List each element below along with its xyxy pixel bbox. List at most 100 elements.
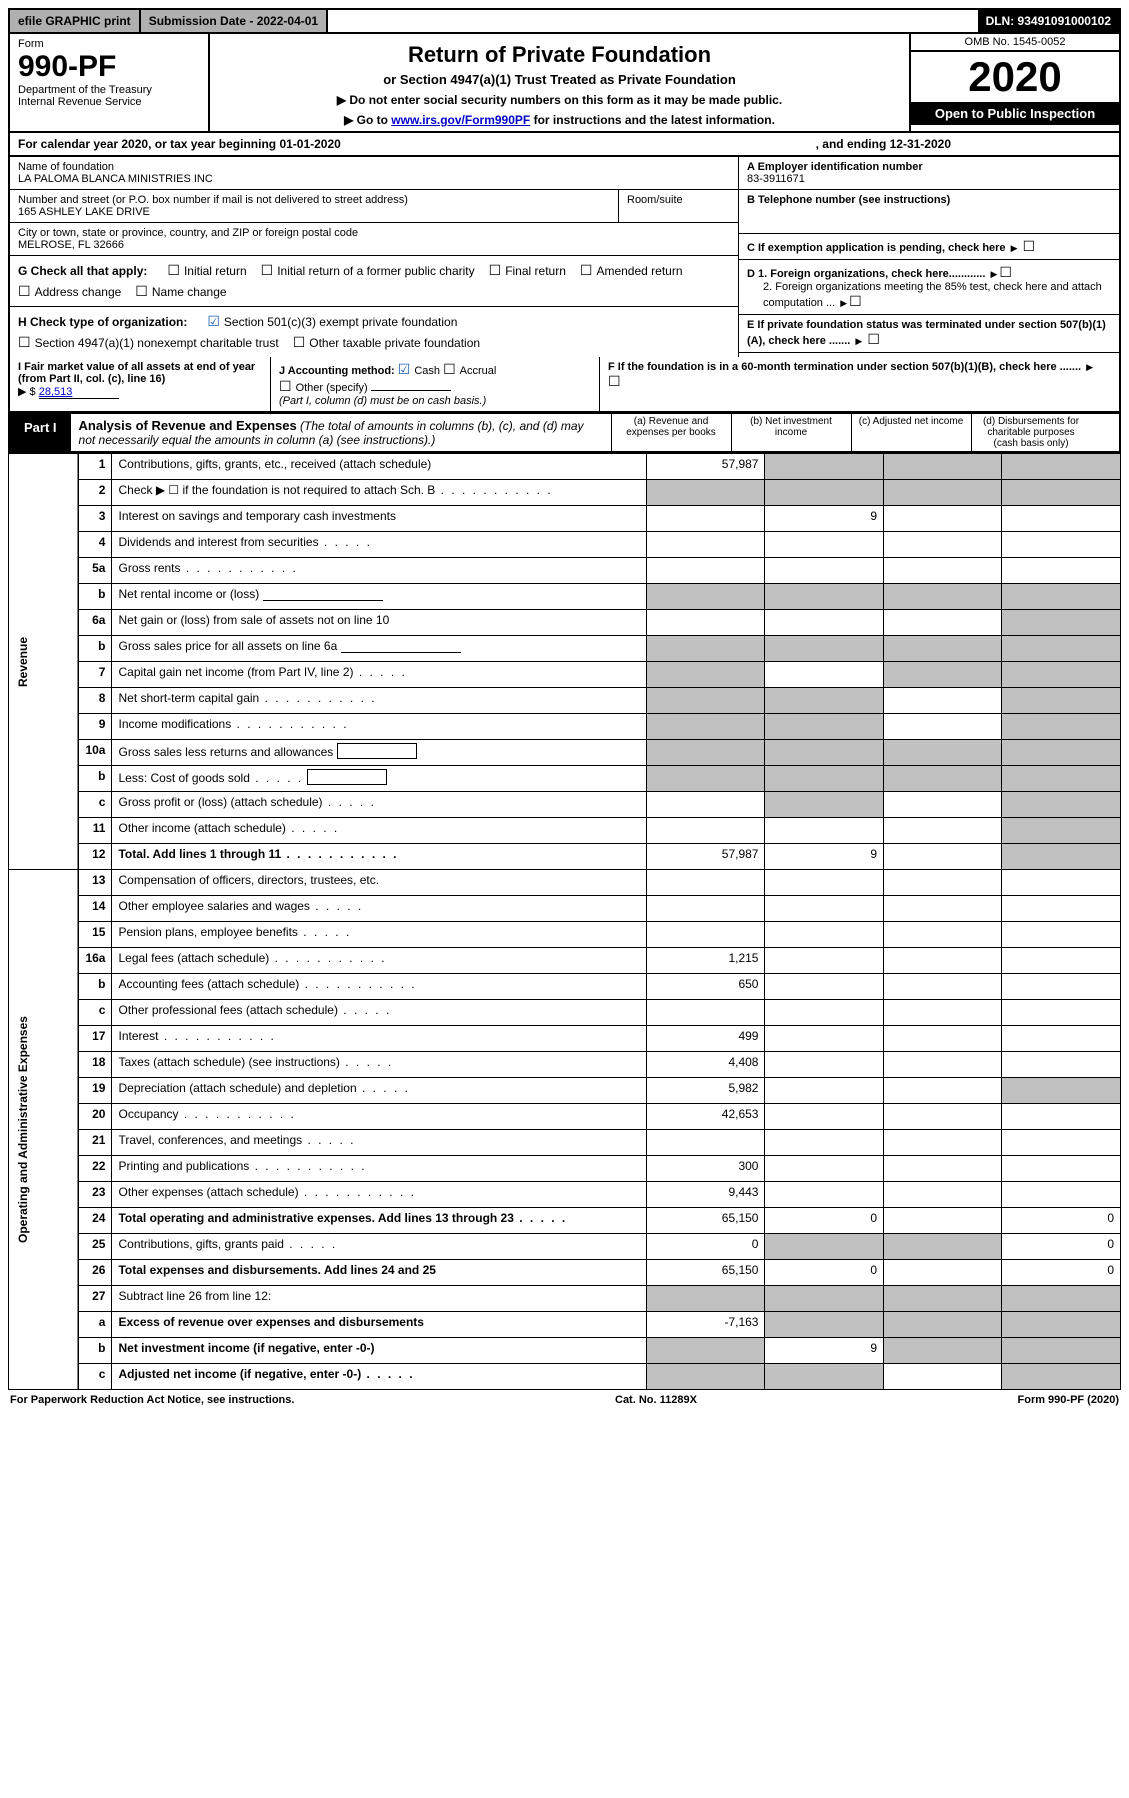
i-fmv-link[interactable]: 28,513 bbox=[39, 386, 119, 399]
col-a bbox=[646, 766, 765, 792]
year-begin: For calendar year 2020, or tax year begi… bbox=[18, 137, 341, 151]
line-description: Gross profit or (loss) (attach schedule) bbox=[112, 792, 646, 818]
arrow-icon bbox=[988, 268, 999, 280]
c-checkbox[interactable] bbox=[1023, 242, 1040, 254]
arrow-icon bbox=[1009, 242, 1020, 254]
col-c bbox=[884, 792, 1002, 818]
col-d bbox=[1002, 792, 1121, 818]
footer-right: Form 990-PF (2020) bbox=[1018, 1394, 1119, 1406]
col-b bbox=[765, 558, 884, 584]
g-address-change[interactable]: Address change bbox=[18, 283, 121, 300]
col-b: 9 bbox=[765, 1338, 884, 1364]
line-description: Accounting fees (attach schedule) bbox=[112, 974, 646, 1000]
j-other[interactable]: Other (specify) bbox=[279, 382, 368, 394]
col-a bbox=[646, 480, 765, 506]
col-b bbox=[765, 1182, 884, 1208]
table-row: bGross sales price for all assets on lin… bbox=[9, 636, 1121, 662]
footer-left: For Paperwork Reduction Act Notice, see … bbox=[10, 1394, 294, 1406]
line-number: 3 bbox=[78, 506, 112, 532]
line-number: 13 bbox=[78, 870, 112, 896]
col-d: 0 bbox=[1002, 1208, 1121, 1234]
table-row: 21Travel, conferences, and meetings bbox=[9, 1130, 1121, 1156]
col-b bbox=[765, 870, 884, 896]
col-a bbox=[646, 870, 765, 896]
g-initial-former[interactable]: Initial return of a former public charit… bbox=[261, 262, 475, 279]
d2-label: 2. Foreign organizations meeting the 85%… bbox=[763, 281, 1102, 309]
col-d bbox=[1002, 532, 1121, 558]
line-description: Total. Add lines 1 through 11 bbox=[112, 844, 646, 870]
table-row: bNet rental income or (loss) bbox=[9, 584, 1121, 610]
col-c bbox=[884, 1364, 1002, 1390]
line-number: 23 bbox=[78, 1182, 112, 1208]
expenses-sidelabel: Operating and Administrative Expenses bbox=[9, 870, 79, 1390]
g-initial-return[interactable]: Initial return bbox=[167, 262, 246, 279]
g-final-return[interactable]: Final return bbox=[489, 262, 566, 279]
d2-checkbox[interactable] bbox=[849, 297, 866, 309]
table-row: bLess: Cost of goods sold bbox=[9, 766, 1121, 792]
irs-link[interactable]: www.irs.gov/Form990PF bbox=[391, 113, 530, 127]
line-number: c bbox=[78, 792, 112, 818]
col-c bbox=[884, 1078, 1002, 1104]
col-c bbox=[884, 636, 1002, 662]
efile-print-button[interactable]: efile GRAPHIC print bbox=[10, 10, 141, 32]
h-other-taxable[interactable]: Other taxable private foundation bbox=[293, 334, 480, 351]
col-a: 1,215 bbox=[646, 948, 765, 974]
note-goto-suffix: for instructions and the latest informat… bbox=[530, 113, 775, 127]
col-a bbox=[646, 1286, 765, 1312]
col-b bbox=[765, 818, 884, 844]
phone-label: B Telephone number (see instructions) bbox=[747, 194, 1111, 206]
d1-label: D 1. Foreign organizations, check here..… bbox=[747, 268, 985, 280]
line-description: Travel, conferences, and meetings bbox=[112, 1130, 646, 1156]
col-d: 0 bbox=[1002, 1234, 1121, 1260]
col-a bbox=[646, 714, 765, 740]
col-d bbox=[1002, 1078, 1121, 1104]
col-b bbox=[765, 1026, 884, 1052]
table-row: 23Other expenses (attach schedule)9,443 bbox=[9, 1182, 1121, 1208]
line-description: Printing and publications bbox=[112, 1156, 646, 1182]
table-row: 14Other employee salaries and wages bbox=[9, 896, 1121, 922]
j-cash[interactable]: Cash bbox=[398, 365, 440, 377]
g-lead: G Check all that apply: bbox=[18, 264, 147, 278]
form-header: Form 990-PF Department of the Treasury I… bbox=[8, 34, 1121, 133]
h-501c3[interactable]: Section 501(c)(3) exempt private foundat… bbox=[207, 313, 457, 330]
col-c bbox=[884, 610, 1002, 636]
line-description: Compensation of officers, directors, tru… bbox=[112, 870, 646, 896]
part1-header: Part I Analysis of Revenue and Expenses … bbox=[8, 413, 1121, 453]
col-c bbox=[884, 714, 1002, 740]
col-d bbox=[1002, 740, 1121, 766]
col-d bbox=[1002, 974, 1121, 1000]
year-end: , and ending 12-31-2020 bbox=[816, 137, 951, 151]
e-label: E If private foundation status was termi… bbox=[747, 319, 1106, 347]
col-c bbox=[884, 818, 1002, 844]
col-d bbox=[1002, 662, 1121, 688]
topbar: efile GRAPHIC print Submission Date - 20… bbox=[8, 8, 1121, 34]
line-number: 17 bbox=[78, 1026, 112, 1052]
f-checkbox[interactable] bbox=[608, 377, 625, 389]
col-c bbox=[884, 1156, 1002, 1182]
d1-checkbox[interactable] bbox=[999, 268, 1016, 280]
e-checkbox[interactable] bbox=[867, 335, 884, 347]
f-label: F If the foundation is in a 60-month ter… bbox=[608, 361, 1081, 373]
h-4947a1[interactable]: Section 4947(a)(1) nonexempt charitable … bbox=[18, 334, 279, 351]
col-d bbox=[1002, 1130, 1121, 1156]
col-d bbox=[1002, 896, 1121, 922]
col-c bbox=[884, 1000, 1002, 1026]
col-a: 57,987 bbox=[646, 844, 765, 870]
j-accrual[interactable]: Accrual bbox=[443, 365, 496, 377]
submission-date: Submission Date - 2022-04-01 bbox=[141, 10, 328, 32]
col-d bbox=[1002, 1000, 1121, 1026]
c-exemption-label: C If exemption application is pending, c… bbox=[747, 242, 1006, 254]
irs-label: Internal Revenue Service bbox=[18, 96, 200, 108]
g-name-change[interactable]: Name change bbox=[135, 283, 226, 300]
col-b: 0 bbox=[765, 1260, 884, 1286]
line-description: Depreciation (attach schedule) and deple… bbox=[112, 1078, 646, 1104]
col-b bbox=[765, 1312, 884, 1338]
table-row: cAdjusted net income (if negative, enter… bbox=[9, 1364, 1121, 1390]
addr-label: Number and street (or P.O. box number if… bbox=[18, 194, 610, 206]
col-c bbox=[884, 1286, 1002, 1312]
col-d bbox=[1002, 1182, 1121, 1208]
col-c bbox=[884, 1182, 1002, 1208]
col-d bbox=[1002, 870, 1121, 896]
g-amended-return[interactable]: Amended return bbox=[580, 262, 683, 279]
note-ssn: ▶ Do not enter social security numbers o… bbox=[218, 93, 901, 107]
